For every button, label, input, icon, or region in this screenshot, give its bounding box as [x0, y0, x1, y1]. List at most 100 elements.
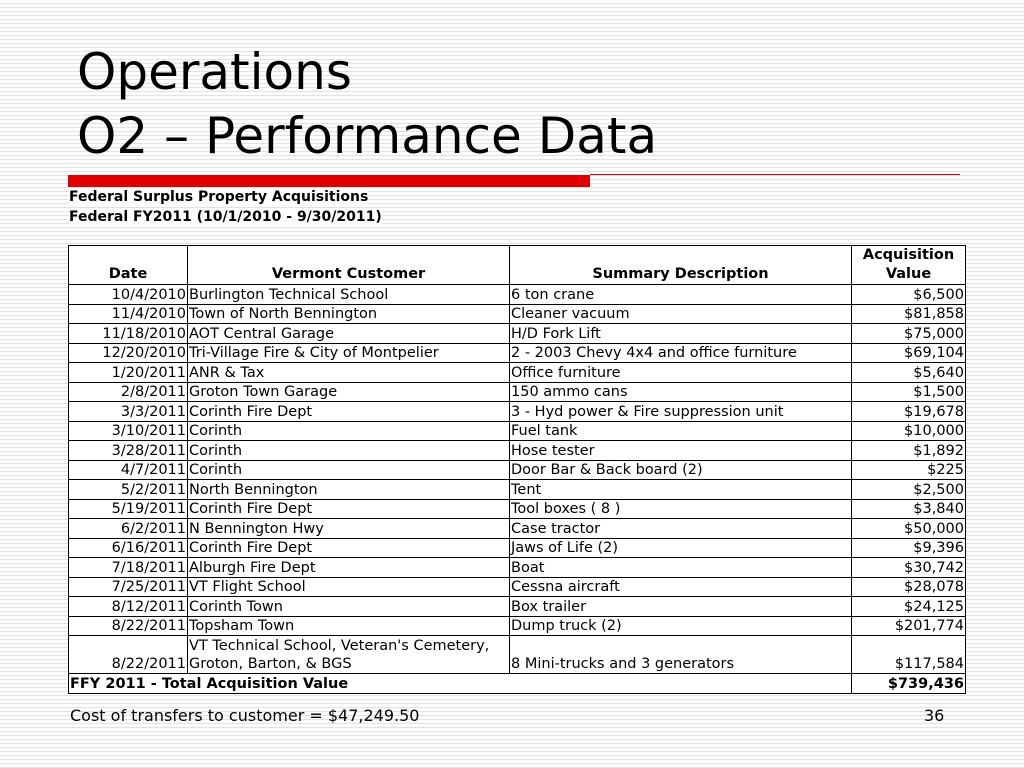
- cell-date: 6/16/2011: [68, 537, 188, 558]
- table-subtitle-line1: Federal Surplus Property Acquisitions: [69, 189, 369, 205]
- cell-customer: Corinth: [187, 420, 510, 441]
- cell-date: 11/4/2010: [68, 303, 188, 324]
- header-vermont-customer: Vermont Customer: [187, 245, 510, 285]
- page-number: 36: [924, 706, 945, 725]
- table-row: 11/18/2010 AOT Central Garage H/D Fork Lif…: [68, 323, 966, 344]
- cell-value: $3,840: [851, 498, 966, 519]
- cell-date: 10/4/2010: [68, 284, 188, 305]
- cell-date: 3/10/2011: [68, 420, 188, 441]
- cell-value: $30,742: [851, 557, 966, 578]
- header-summary-description: Summary Description: [509, 245, 852, 285]
- cell-date: 8/22/2011: [68, 615, 188, 636]
- table-row: 1/20/2011 ANR & Tax Office furniture $5,640: [68, 362, 966, 383]
- cell-date: 3/28/2011: [68, 440, 188, 461]
- cell-customer: Corinth Fire Dept: [187, 537, 510, 558]
- cell-value: $24,125: [851, 596, 966, 617]
- cell-value: $75,000: [851, 323, 966, 344]
- cell-customer: Corinth Fire Dept: [187, 401, 510, 422]
- cell-description: 150 ammo cans: [509, 381, 852, 402]
- cell-value: $201,774: [851, 615, 966, 636]
- cell-description: 8 Mini-trucks and 3 generators: [509, 635, 852, 674]
- cell-description: Hose tester: [509, 440, 852, 461]
- title-underline-thin-line: [590, 174, 960, 175]
- cell-value: $50,000: [851, 518, 966, 539]
- cell-value: $2,500: [851, 479, 966, 500]
- table-row: 8/22/2011 Topsham Town Dump truck (2) $201,…: [68, 615, 966, 636]
- cell-description: Jaws of Life (2): [509, 537, 852, 558]
- cell-customer: VT Technical School, Veteran's Cemetery,…: [187, 635, 510, 674]
- table-row: 5/2/2011 North Bennington Tent $2,500: [68, 479, 966, 500]
- cell-value: $19,678: [851, 401, 966, 422]
- header-acquisition-value-line1: Acquisition: [862, 247, 955, 263]
- cell-description: 3 - Hyd power & Fire suppression unit: [509, 401, 852, 422]
- cell-description: Cessna aircraft: [509, 576, 852, 597]
- table-row: 11/4/2010 Town of North Bennington Cleaner…: [68, 303, 966, 324]
- table-row: 6/2/2011 N Bennington Hwy Case tractor $50,…: [68, 518, 966, 539]
- cell-date: 4/7/2011: [68, 459, 188, 480]
- cell-description: Cleaner vacuum: [509, 303, 852, 324]
- table-row: 3/28/2011 Corinth Hose tester $1,892: [68, 440, 966, 461]
- cell-description: 2 - 2003 Chevy 4x4 and office furniture: [509, 342, 852, 363]
- header-date: Date: [68, 245, 188, 285]
- cell-value: $69,104: [851, 342, 966, 363]
- cell-date: 3/3/2011: [68, 401, 188, 422]
- cell-description: Boat: [509, 557, 852, 578]
- slide-title-line2: O2 – Performance Data: [77, 107, 658, 165]
- cell-value: $1,892: [851, 440, 966, 461]
- cell-date: 7/25/2011: [68, 576, 188, 597]
- cell-customer: VT Flight School: [187, 576, 510, 597]
- header-acquisition-value: Acquisition Value: [851, 245, 966, 285]
- table-row: 8/12/2011 Corinth Town Box trailer $24,125: [68, 596, 966, 617]
- cell-customer: Alburgh Fire Dept: [187, 557, 510, 578]
- cell-description: Door Bar & Back board (2): [509, 459, 852, 480]
- acquisitions-table: Date Vermont Customer Summary Descriptio…: [68, 245, 966, 694]
- table-header-row: Date Vermont Customer Summary Descriptio…: [68, 245, 966, 285]
- table-row: 12/20/2010 Tri-Village Fire & City of Mon…: [68, 342, 966, 363]
- cell-customer: Groton Town Garage: [187, 381, 510, 402]
- cell-value: $1,500: [851, 381, 966, 402]
- table-row: 3/10/2011 Corinth Fuel tank $10,000: [68, 420, 966, 441]
- cell-customer: Corinth: [187, 440, 510, 461]
- cell-customer: Corinth: [187, 459, 510, 480]
- cell-date: 1/20/2011: [68, 362, 188, 383]
- cell-customer: Topsham Town: [187, 615, 510, 636]
- cell-customer: N Bennington Hwy: [187, 518, 510, 539]
- transfer-cost-note: Cost of transfers to customer = $47,249.…: [70, 706, 420, 725]
- cell-date: 8/12/2011: [68, 596, 188, 617]
- title-underline-red-bar: [68, 175, 590, 187]
- cell-description: Case tractor: [509, 518, 852, 539]
- table-row: 8/22/2011 VT Technical School, Veteran's …: [68, 635, 966, 674]
- cell-description: Office furniture: [509, 362, 852, 383]
- cell-customer: Corinth Town: [187, 596, 510, 617]
- cell-description: Box trailer: [509, 596, 852, 617]
- cell-value: $10,000: [851, 420, 966, 441]
- total-row: FFY 2011 - Total Acquisition Value $739,…: [68, 673, 966, 694]
- slide-title: Operations O2 – Performance Data: [77, 40, 657, 168]
- cell-description: 6 ton crane: [509, 284, 852, 305]
- total-label: FFY 2011 - Total Acquisition Value: [68, 673, 852, 694]
- table-row: 7/18/2011 Alburgh Fire Dept Boat $30,742: [68, 557, 966, 578]
- cell-date: 8/22/2011: [68, 635, 188, 674]
- table-row: 7/25/2011 VT Flight School Cessna aircraft…: [68, 576, 966, 597]
- cell-date: 5/19/2011: [68, 498, 188, 519]
- cell-date: 2/8/2011: [68, 381, 188, 402]
- cell-description: H/D Fork Lift: [509, 323, 852, 344]
- cell-description: Dump truck (2): [509, 615, 852, 636]
- cell-customer: North Bennington: [187, 479, 510, 500]
- cell-value: $225: [851, 459, 966, 480]
- cell-date: 6/2/2011: [68, 518, 188, 539]
- cell-value: $81,858: [851, 303, 966, 324]
- slide-title-line1: Operations: [77, 43, 352, 101]
- cell-customer: Burlington Technical School: [187, 284, 510, 305]
- table-row: 10/4/2010 Burlington Technical School 6 to…: [68, 284, 966, 305]
- cell-value: $28,078: [851, 576, 966, 597]
- cell-customer: AOT Central Garage: [187, 323, 510, 344]
- cell-customer: ANR & Tax: [187, 362, 510, 383]
- cell-customer: Town of North Bennington: [187, 303, 510, 324]
- total-value: $739,436: [851, 673, 966, 694]
- cell-value: $117,584: [851, 635, 966, 674]
- cell-date: 5/2/2011: [68, 479, 188, 500]
- cell-description: Fuel tank: [509, 420, 852, 441]
- table-row: 6/16/2011 Corinth Fire Dept Jaws of Life (…: [68, 537, 966, 558]
- cell-description: Tool boxes ( 8 ): [509, 498, 852, 519]
